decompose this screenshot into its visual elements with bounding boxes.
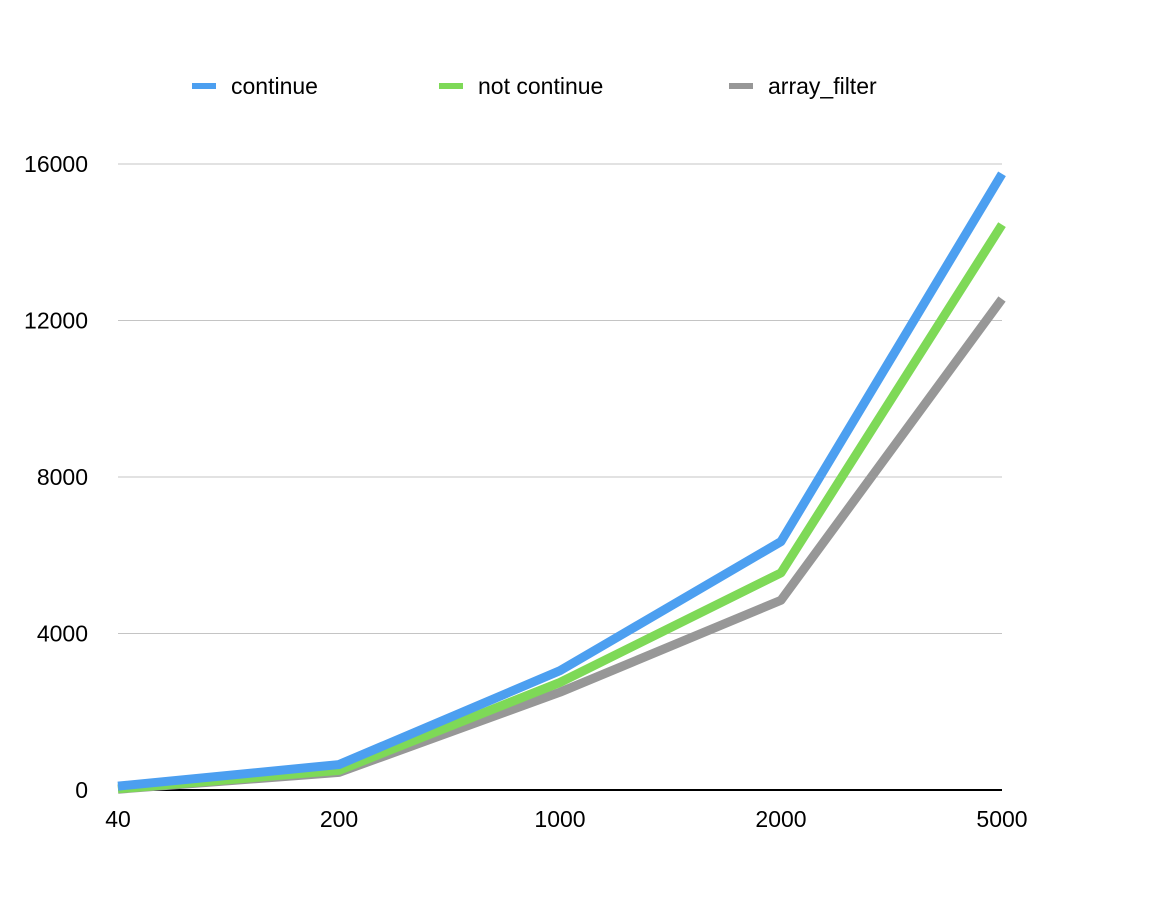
y-tick-label: 12000 <box>24 308 88 334</box>
series-line-not-continue <box>117 222 1006 794</box>
legend: continue not continue array_filter <box>192 73 877 99</box>
y-tick-label: 4000 <box>37 621 88 647</box>
series-lines <box>117 171 1006 794</box>
legend-label: not continue <box>478 73 603 99</box>
y-tick-label: 8000 <box>37 464 88 490</box>
legend-item: not continue <box>439 73 603 99</box>
x-tick-label: 1000 <box>534 806 585 832</box>
legend-label: continue <box>231 73 318 99</box>
x-tick-label: 40 <box>105 806 131 832</box>
legend-label: array_filter <box>768 73 877 99</box>
x-tick-label: 2000 <box>755 806 806 832</box>
series-line-array-filter <box>117 296 1006 794</box>
gridlines <box>118 163 1002 634</box>
x-axis: 40 200 1000 2000 5000 <box>105 789 1028 832</box>
y-tick-label: 16000 <box>24 151 88 177</box>
x-tick-label: 5000 <box>976 806 1027 832</box>
legend-item: array_filter <box>729 73 877 99</box>
y-tick-label: 0 <box>75 777 88 803</box>
legend-item: continue <box>192 73 318 99</box>
series-line-continue <box>117 171 1006 791</box>
y-axis: 0 4000 8000 12000 16000 <box>24 151 88 803</box>
x-tick-label: 200 <box>320 806 358 832</box>
